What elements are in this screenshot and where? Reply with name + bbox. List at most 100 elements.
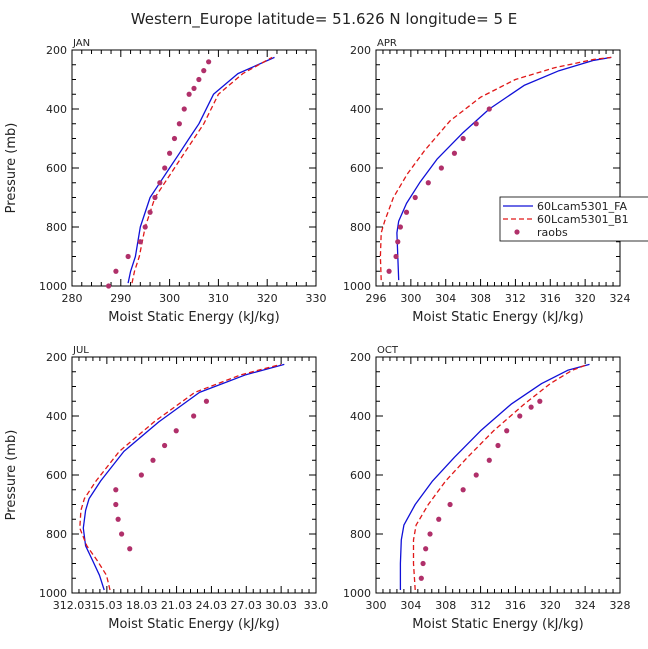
y-tick-label: 600 <box>350 469 371 482</box>
data-point <box>106 283 112 289</box>
data-point <box>436 516 442 522</box>
series-60lcam5301-b1-line <box>79 363 281 591</box>
y-tick-label: 200 <box>350 44 371 57</box>
x-tick-label: 324 <box>575 599 596 612</box>
series-raobs-points <box>113 398 210 552</box>
plot-frame <box>71 356 317 594</box>
x-axis-label: Moist Static Energy (kJ/kg) <box>108 310 279 325</box>
legend-box <box>499 196 648 242</box>
data-point <box>119 531 125 537</box>
y-tick-label: 600 <box>350 162 371 175</box>
x-tick-label: 304 <box>435 292 456 305</box>
x-tick-label: 280 <box>62 292 83 305</box>
data-point <box>113 268 119 274</box>
series-60lcam5301-fa-line <box>82 363 285 591</box>
data-point <box>137 239 143 245</box>
y-tick-label: 200 <box>46 351 67 364</box>
data-point <box>425 180 431 186</box>
data-point <box>191 85 197 91</box>
data-point <box>403 209 410 215</box>
x-tick-label: 27.03 <box>231 599 263 612</box>
data-point <box>142 224 148 230</box>
series-raobs-points <box>106 59 212 289</box>
y-tick-label: 600 <box>46 469 67 482</box>
data-point <box>113 487 119 493</box>
panel-jan: JAN 280 290 300 310 320 330 200 400 600 800 1000 Moi… <box>4 38 327 325</box>
y-tick-label: 1000 <box>343 280 371 293</box>
data-point <box>162 165 168 171</box>
data-point <box>181 106 187 112</box>
series-60lcam5301-fa-line <box>399 363 590 590</box>
data-point <box>412 194 418 201</box>
y-axis-label: Pressure (mb) <box>4 123 19 214</box>
x-tick-label: 296 <box>366 292 387 305</box>
x-tick-label: 312 <box>505 292 526 305</box>
x-tick-label: 33.0 <box>304 599 329 612</box>
data-point <box>206 59 212 65</box>
data-point <box>173 428 179 434</box>
panel-label: OCT <box>377 345 399 356</box>
data-point <box>447 501 453 508</box>
data-point <box>427 531 433 537</box>
data-point <box>393 253 399 260</box>
x-axis: 296 300 304 308 312 316 320 324 <box>366 50 631 305</box>
y-axis: 200 400 600 800 1000 <box>343 351 620 600</box>
x-tick-label: 15.03 <box>91 599 123 612</box>
series-60lcam5301-fa-line <box>127 56 275 284</box>
x-tick-label: 300 <box>159 292 180 305</box>
x-tick-label: 312.03 <box>53 599 92 612</box>
data-point <box>473 472 479 478</box>
legend-label: raobs <box>537 226 568 239</box>
legend-label: 60Lcam5301_FA <box>537 200 627 213</box>
x-tick-label: 21.03 <box>161 599 193 612</box>
series-60lcam5301-fa-line <box>396 56 612 281</box>
series-raobs-points <box>418 398 543 581</box>
data-point <box>203 398 210 404</box>
x-tick-label: 30.03 <box>265 599 297 612</box>
x-tick-label: 308 <box>435 599 456 612</box>
series-raobs-points <box>386 106 492 274</box>
data-point <box>196 76 202 83</box>
data-point <box>473 121 479 127</box>
data-point <box>537 398 543 404</box>
data-point <box>395 239 401 245</box>
y-tick-label: 800 <box>350 528 371 541</box>
plot-frame <box>375 356 621 594</box>
data-point <box>171 135 178 142</box>
data-point <box>157 180 163 186</box>
x-tick-label: 312 <box>470 599 491 612</box>
y-tick-label: 600 <box>46 162 67 175</box>
x-tick-label: 320 <box>575 292 596 305</box>
y-tick-label: 200 <box>46 44 67 57</box>
series-60lcam5301-b1-line <box>131 56 273 284</box>
y-tick-label: 400 <box>350 103 371 116</box>
y-tick-label: 800 <box>350 221 371 234</box>
plot-frame <box>375 49 621 287</box>
data-point <box>495 442 501 449</box>
legend-marker-dots <box>514 229 520 235</box>
data-point <box>460 135 466 142</box>
y-tick-label: 800 <box>46 528 67 541</box>
data-point <box>176 121 182 127</box>
y-tick-label: 1000 <box>39 587 67 600</box>
panel-label: APR <box>377 38 397 49</box>
data-point <box>167 150 173 156</box>
y-tick-label: 1000 <box>39 280 67 293</box>
y-axis: 200 400 600 800 1000 <box>343 44 620 293</box>
data-point <box>504 428 510 434</box>
series-60lcam5301-b1-line <box>379 56 612 281</box>
series-60lcam5301-b1-line <box>412 363 589 591</box>
y-tick-label: 1000 <box>343 587 371 600</box>
x-tick-label: 320 <box>257 292 278 305</box>
x-tick-label: 18.03 <box>126 599 158 612</box>
data-point <box>486 106 492 112</box>
y-axis: 200 400 600 800 1000 <box>39 351 316 600</box>
x-axis: 280 290 300 310 320 330 <box>62 50 327 305</box>
data-point <box>460 487 466 493</box>
y-axis-label: Pressure (mb) <box>4 430 19 521</box>
data-point <box>386 268 392 274</box>
legend-label: 60Lcam5301_B1 <box>537 213 629 226</box>
